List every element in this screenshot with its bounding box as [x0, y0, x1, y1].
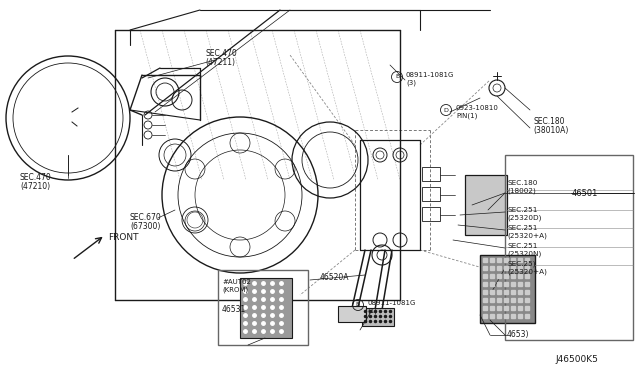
Text: PIN(1): PIN(1)	[456, 113, 477, 119]
Text: 08911-1081G: 08911-1081G	[367, 300, 415, 306]
Text: 0923-10810: 0923-10810	[456, 105, 499, 111]
Bar	[422, 207, 440, 221]
Bar	[422, 187, 440, 201]
Text: SEC.25): SEC.25)	[507, 261, 536, 267]
Text: SEC.251: SEC.251	[507, 225, 538, 231]
Text: (25320+A): (25320+A)	[507, 233, 547, 239]
Text: (47210): (47210)	[20, 183, 50, 192]
Text: J46500K5: J46500K5	[555, 356, 598, 365]
Bar	[422, 167, 440, 181]
Text: (18002): (18002)	[507, 188, 536, 194]
Text: (KROM): (KROM)	[222, 287, 248, 293]
Text: SEC.251: SEC.251	[507, 207, 538, 213]
Text: #AUT02: #AUT02	[222, 279, 251, 285]
Bar	[505, 155, 633, 340]
Text: 08911-1081G: 08911-1081G	[406, 72, 454, 78]
Bar	[362, 308, 394, 326]
Text: 4653): 4653)	[507, 330, 529, 340]
Text: B: B	[356, 302, 360, 308]
Text: SEC.180: SEC.180	[507, 180, 538, 186]
Bar	[240, 278, 292, 338]
Text: 46520A: 46520A	[320, 273, 349, 282]
Text: FRONT: FRONT	[108, 234, 138, 243]
Text: 46501: 46501	[572, 189, 598, 198]
Bar	[338, 306, 366, 322]
Text: SEC.470: SEC.470	[20, 173, 52, 183]
Bar	[465, 175, 507, 235]
Bar	[480, 255, 535, 323]
Text: D: D	[444, 108, 449, 112]
Text: SEC.670: SEC.670	[130, 214, 162, 222]
Text: (1): (1)	[367, 308, 377, 314]
Text: SEC.251: SEC.251	[507, 243, 538, 249]
Text: (25320D): (25320D)	[507, 215, 541, 221]
Text: (3): (3)	[406, 80, 416, 86]
Text: (47211): (47211)	[205, 58, 235, 67]
Text: 46531: 46531	[222, 305, 246, 314]
Text: (38010A): (38010A)	[533, 126, 568, 135]
Text: (25320N): (25320N)	[507, 251, 541, 257]
Text: (67300): (67300)	[130, 222, 161, 231]
Bar	[218, 270, 308, 345]
Text: SEC.180: SEC.180	[533, 118, 564, 126]
Text: (25320+A): (25320+A)	[507, 269, 547, 275]
Text: SEC.470: SEC.470	[205, 48, 237, 58]
Text: B: B	[395, 74, 399, 80]
